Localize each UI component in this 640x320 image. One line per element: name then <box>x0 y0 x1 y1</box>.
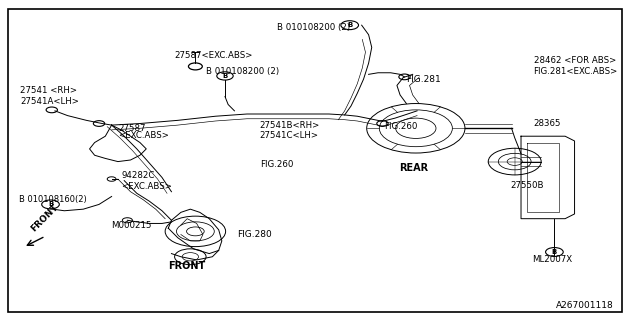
Text: 28365: 28365 <box>534 119 561 128</box>
Text: M000215: M000215 <box>111 220 152 229</box>
Text: 28462 <FOR ABS>: 28462 <FOR ABS> <box>534 56 616 65</box>
Text: 27587<EXC.ABS>: 27587<EXC.ABS> <box>175 51 253 60</box>
Text: 27541C<LH>: 27541C<LH> <box>260 131 319 140</box>
Text: B 010108200 (2): B 010108200 (2) <box>206 67 279 76</box>
Text: B: B <box>222 73 228 79</box>
Text: 27587: 27587 <box>118 124 145 133</box>
Text: 27550B: 27550B <box>510 181 544 190</box>
Text: FIG.260: FIG.260 <box>385 122 418 131</box>
Text: 27541B<RH>: 27541B<RH> <box>260 121 320 130</box>
Text: FIG.280: FIG.280 <box>237 230 273 239</box>
Text: FRONT: FRONT <box>29 203 60 234</box>
Text: FIG.281: FIG.281 <box>406 75 441 84</box>
Text: B: B <box>347 22 353 28</box>
Text: 27541 <RH>: 27541 <RH> <box>20 86 77 95</box>
Text: B: B <box>48 201 53 207</box>
Text: REAR: REAR <box>399 163 429 173</box>
Text: B 010108160(2): B 010108160(2) <box>19 195 87 204</box>
Text: <EXC.ABS>: <EXC.ABS> <box>118 131 169 140</box>
Text: FIG.281<EXC.ABS>: FIG.281<EXC.ABS> <box>534 67 618 76</box>
Text: B: B <box>552 249 557 255</box>
Text: ML2007X: ML2007X <box>532 255 573 264</box>
Text: B 010108200 (2): B 010108200 (2) <box>276 23 349 32</box>
Text: 27541A<LH>: 27541A<LH> <box>20 97 79 106</box>
Text: 94282C: 94282C <box>121 172 154 180</box>
Text: FIG.260: FIG.260 <box>260 160 293 169</box>
Text: FRONT: FRONT <box>168 261 206 271</box>
Text: <EXC.ABS>: <EXC.ABS> <box>121 181 172 190</box>
Text: A267001118: A267001118 <box>556 301 614 310</box>
